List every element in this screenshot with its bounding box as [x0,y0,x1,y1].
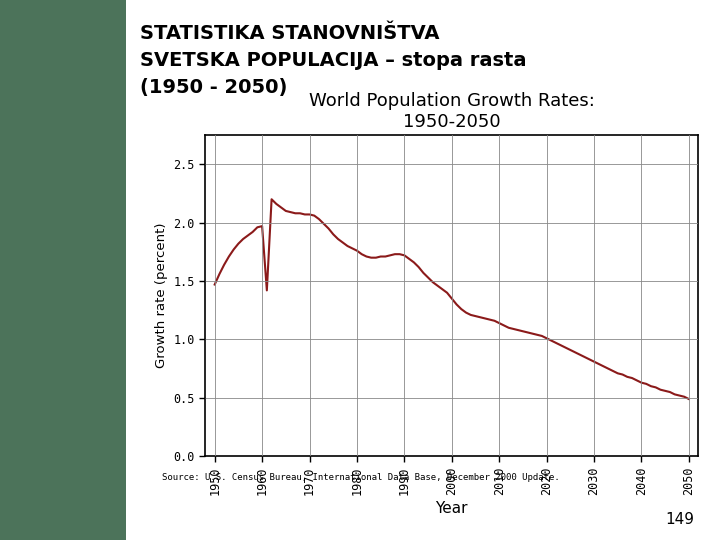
Text: (1950 - 2050): (1950 - 2050) [140,78,288,97]
Text: Source: U.S. Census Bureau, International Data Base, December 2000 Update.: Source: U.S. Census Bureau, Internationa… [162,472,559,482]
Y-axis label: Growth rate (percent): Growth rate (percent) [155,223,168,368]
Text: STATISTIKA STANOVNIŠTVA: STATISTIKA STANOVNIŠTVA [140,24,440,43]
Title: World Population Growth Rates:
1950-2050: World Population Growth Rates: 1950-2050 [309,92,595,131]
X-axis label: Year: Year [436,501,468,516]
Text: SVETSKA POPULACIJA – stopa rasta: SVETSKA POPULACIJA – stopa rasta [140,51,527,70]
Text: 149: 149 [666,511,695,526]
